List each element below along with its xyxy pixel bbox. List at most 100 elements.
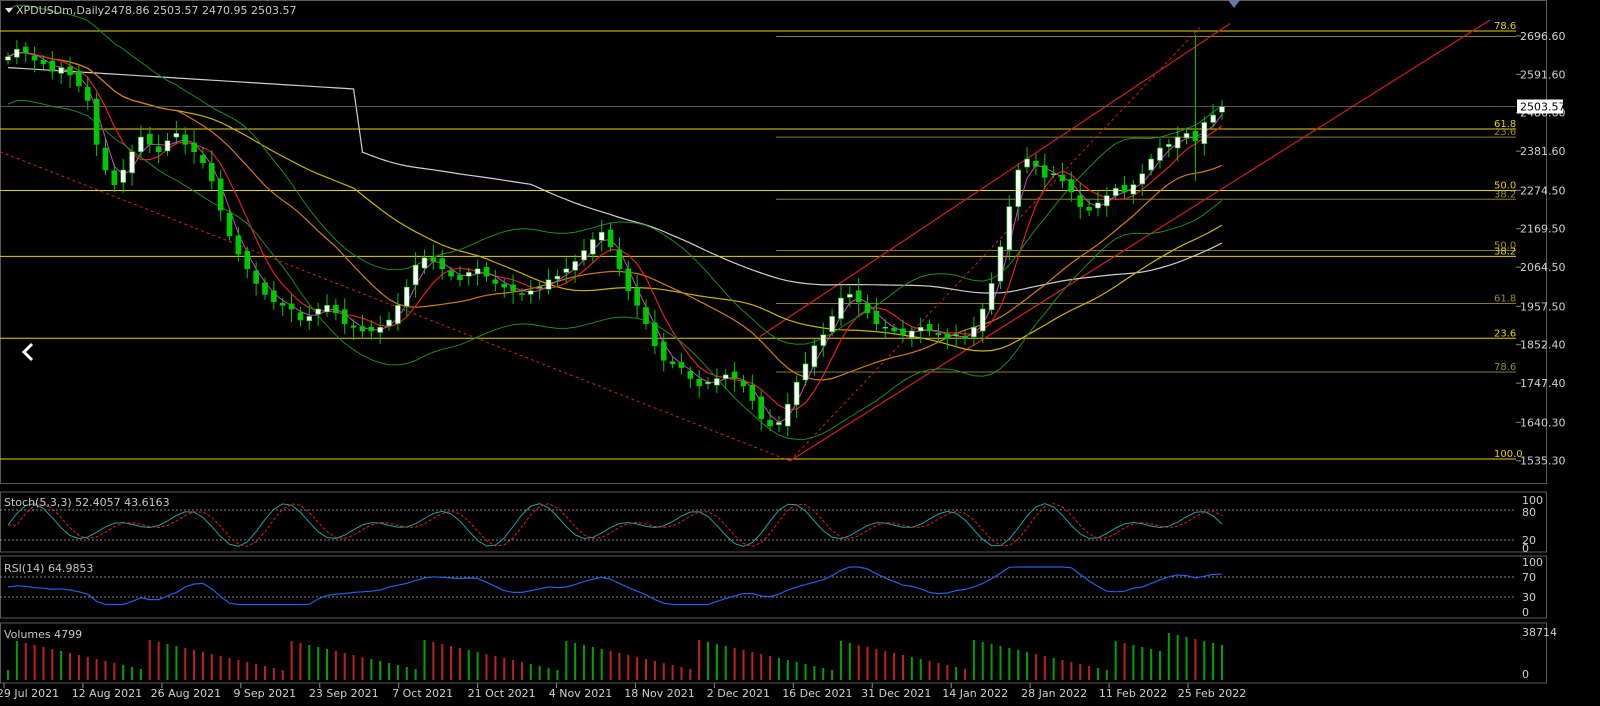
candle-body: [492, 279, 499, 284]
volume-bar: [769, 656, 772, 680]
candle-body: [120, 169, 126, 183]
candle-body: [802, 363, 809, 381]
volume-axis-label: 38714: [1522, 626, 1557, 639]
volume-bar: [1070, 662, 1073, 680]
candle-body: [1077, 195, 1084, 207]
price-tick-label: 2169.50: [1520, 223, 1566, 236]
candle-body: [84, 87, 91, 101]
candle-body: [722, 374, 729, 379]
volume-bar: [547, 668, 550, 680]
volume-bar: [396, 665, 399, 680]
chart-header[interactable]: XPDUSDm,Daily 2478.86 2503.57 2470.95 25…: [5, 4, 296, 17]
volume-bar: [795, 662, 798, 680]
date-tick-label: 29 Jul 2021: [0, 687, 59, 700]
candle-body: [616, 249, 623, 270]
volume-bar: [1132, 645, 1135, 680]
volume-bar: [131, 667, 134, 680]
candle-body: [581, 250, 587, 261]
volume-bar: [423, 640, 426, 680]
candle-body: [1006, 206, 1013, 251]
candle-body: [997, 246, 1004, 282]
candle-body: [793, 381, 800, 406]
candle-body: [634, 287, 640, 306]
volume-bar: [370, 659, 373, 680]
candle-body: [102, 147, 109, 171]
volume-bar: [361, 657, 364, 680]
candle-body: [350, 325, 357, 328]
volume-bar: [210, 654, 213, 680]
volume-bar: [556, 670, 559, 680]
candle-body: [209, 163, 215, 182]
fib-label: 38.2: [1494, 246, 1516, 257]
volume-bar: [671, 665, 674, 680]
volume-bar: [201, 652, 204, 680]
rsi-label: RSI(14) 64.9853: [4, 562, 93, 575]
back-button[interactable]: [18, 340, 38, 364]
rsi-axis-label: 30: [1522, 591, 1536, 604]
ma-yellow-line: [7, 52, 1223, 352]
volume-bar: [113, 663, 116, 680]
rsi-indicator: 100 70 30 0: [0, 556, 1543, 619]
fib-label: 100.0: [1494, 449, 1523, 460]
volume-bar: [777, 658, 780, 680]
candle-body: [652, 322, 658, 346]
fib-label: 61.8: [1494, 119, 1516, 130]
volume-bar: [1212, 643, 1215, 680]
triangle-down-icon[interactable]: [5, 8, 13, 13]
volume-bar: [1167, 633, 1170, 680]
volume-bar: [308, 645, 311, 680]
volume-bar: [928, 661, 931, 680]
candle-body: [519, 293, 525, 295]
candle-body: [705, 381, 711, 384]
candle-body: [129, 151, 135, 174]
volume-bar: [1123, 643, 1126, 680]
volume-bar: [1221, 645, 1223, 680]
candle-body: [510, 284, 516, 292]
volume-label: Volumes 4799: [4, 628, 82, 641]
date-tick-label: 18 Nov 2021: [624, 687, 694, 700]
shift-marker-icon[interactable]: [1228, 0, 1240, 8]
candle-body: [1015, 169, 1021, 207]
candle-body: [1130, 184, 1137, 195]
bollinger-upper: [7, 4, 1223, 345]
date-tick-label: 2 Dec 2021: [707, 687, 770, 700]
candle-body: [1024, 158, 1030, 168]
candle-body: [359, 326, 366, 332]
rsi-line: [7, 566, 1223, 606]
candle-body: [811, 345, 818, 368]
bollinger-lower: [7, 100, 1223, 440]
rsi-panel-border: [0, 555, 1547, 619]
volume-bar: [1150, 649, 1153, 680]
candle-body: [696, 378, 702, 387]
volume-bar: [228, 658, 231, 680]
stoch-axis-label: 100: [1522, 494, 1543, 507]
candle-body: [67, 66, 73, 76]
volume-bar: [175, 646, 178, 680]
volume-bar: [219, 656, 222, 680]
candle-body: [847, 294, 853, 298]
candle-body: [1166, 144, 1172, 147]
volume-bar: [964, 669, 967, 680]
volume-bar: [724, 646, 727, 680]
volume-bar: [1185, 637, 1188, 680]
volume-bar: [866, 647, 869, 680]
candle-body: [138, 136, 144, 153]
volume-bar: [760, 654, 763, 680]
volume-bar: [299, 643, 302, 680]
volume-bar: [653, 661, 656, 680]
candle-body: [864, 302, 871, 313]
volume-bar: [875, 649, 878, 680]
candle-body: [554, 275, 561, 280]
volume-bar: [901, 655, 904, 680]
candle-body: [660, 341, 667, 361]
price-tick-label: 2381.60: [1520, 145, 1566, 158]
volume-bar: [388, 663, 391, 680]
candle-body: [935, 332, 942, 335]
candle-body: [1041, 165, 1048, 178]
date-tick-label: 16 Dec 2021: [782, 687, 852, 700]
volume-bar: [166, 644, 169, 680]
volume-bar: [715, 644, 718, 680]
candle-body: [1183, 133, 1190, 139]
candle-body: [333, 305, 339, 313]
